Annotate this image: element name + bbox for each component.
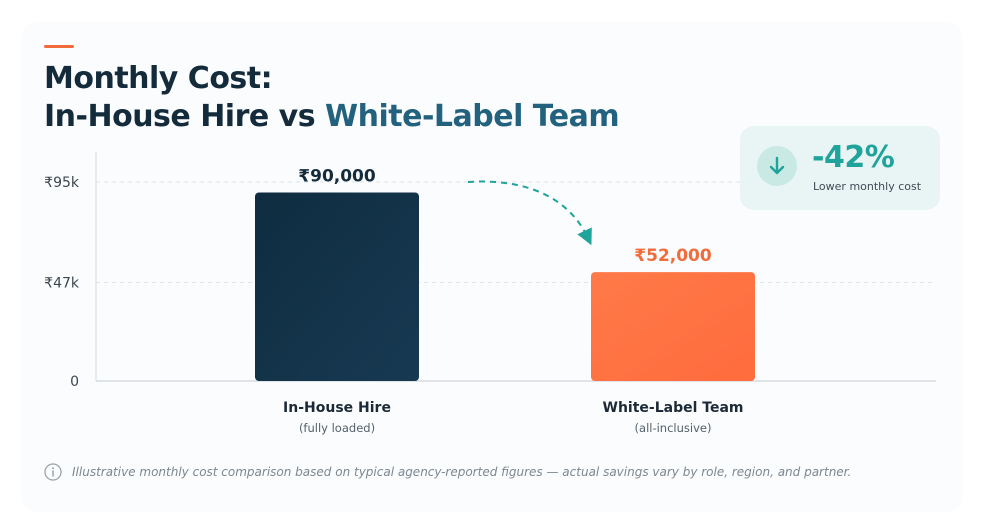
comparison-arrow <box>467 180 592 246</box>
savings-caption: Lower monthly cost <box>813 180 922 193</box>
title-line-1: Monthly Cost: <box>44 61 273 96</box>
arrow-down-icon <box>757 146 797 186</box>
bar-value-label: ₹52,000 <box>634 246 712 266</box>
chart-panel <box>22 22 962 512</box>
title-line-2-prefix: In-House Hire vs <box>44 99 326 134</box>
chart-title: Monthly Cost: In-House Hire vs White-Lab… <box>44 60 620 136</box>
savings-value: -42% <box>812 140 895 175</box>
y-tick-label: 0 <box>70 374 79 390</box>
footnote: Illustrative monthly cost comparison bas… <box>44 463 851 481</box>
category-sublabel: (all-inclusive) <box>635 421 712 435</box>
footnote-text: Illustrative monthly cost comparison bas… <box>72 465 852 479</box>
category-label: White-Label Team <box>603 400 744 416</box>
savings-badge: -42% Lower monthly cost <box>740 126 940 210</box>
y-tick-label: ₹47k <box>44 276 80 292</box>
category-sublabel: (fully loaded) <box>299 421 375 435</box>
category-label: In-House Hire <box>283 400 391 416</box>
y-tick-label: ₹95k <box>44 175 80 191</box>
accent-bar <box>44 45 74 48</box>
bar-white-label-team <box>591 272 755 381</box>
bar-in-house-hire <box>255 192 419 381</box>
title-line-2-highlight: White-Label Team <box>325 99 620 134</box>
bar-value-label: ₹90,000 <box>298 166 376 186</box>
info-icon <box>44 463 62 481</box>
